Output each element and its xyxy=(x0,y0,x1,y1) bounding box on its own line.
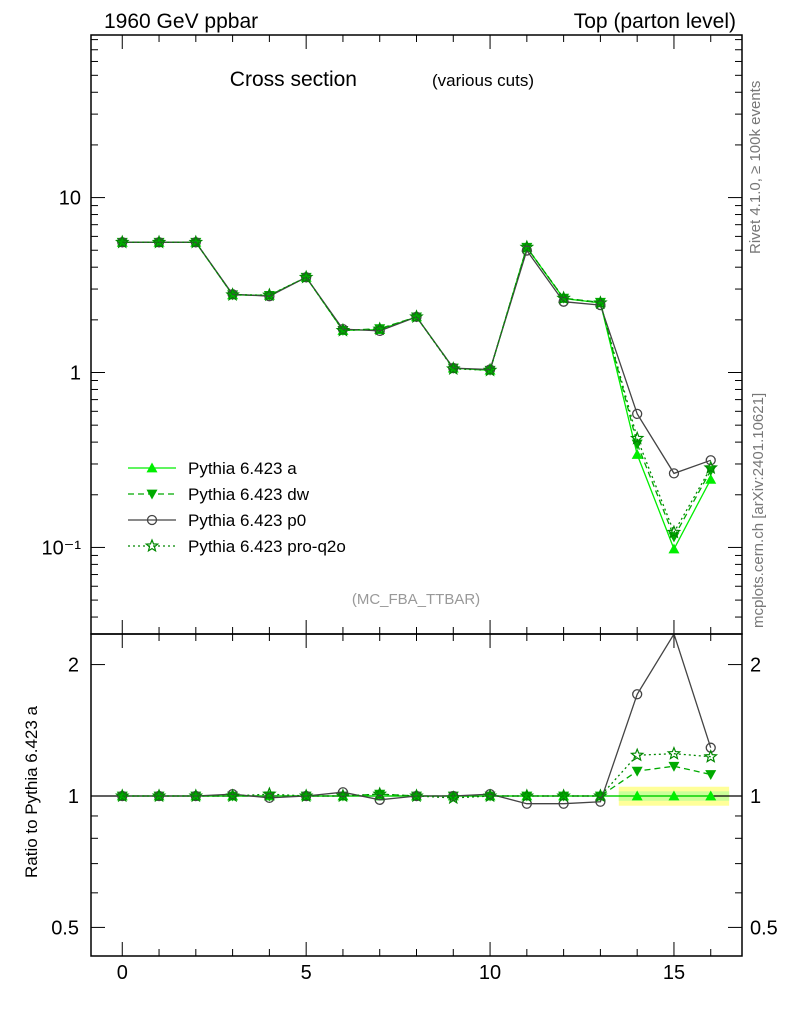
main-line-p0 xyxy=(122,241,711,475)
main-point-proq2o xyxy=(262,287,277,302)
ratio-point-p0 xyxy=(337,787,349,798)
legend-label-dw: Pythia 6.423 dw xyxy=(188,485,310,504)
ratio-ytick-label: 0.5 xyxy=(51,917,79,939)
main-point-proq2o xyxy=(151,234,167,249)
main-point-p0 xyxy=(374,325,385,337)
ratio-xtick-label: 5 xyxy=(301,962,312,984)
main-point-p0 xyxy=(632,408,643,420)
ratio-line-proq2o xyxy=(122,753,711,799)
main-point-p0 xyxy=(705,455,716,466)
ratio-point-a xyxy=(705,790,717,801)
ratio-point-proq2o xyxy=(335,788,351,803)
ratio-ytick-label: 1 xyxy=(68,786,79,808)
ratio-xtick-label: 15 xyxy=(663,962,685,984)
header-right: Top (parton level) xyxy=(574,10,736,33)
ratio-point-proq2o xyxy=(482,788,498,803)
legend-marker-dw xyxy=(146,489,158,500)
ratio-point-proq2o xyxy=(298,788,314,803)
ratio-xtick-label: 0 xyxy=(117,962,128,984)
main-panel: 10⁻¹ 1 10 Cross section (various cuts) (MC… xyxy=(42,34,743,635)
ratio-ylabel: Ratio to Pythia 6.423 a xyxy=(22,705,41,878)
ratio-point-a xyxy=(668,790,680,801)
main-point-p0 xyxy=(595,299,606,311)
header-left: 1960 GeV ppbar xyxy=(104,10,258,33)
ratio-point-p0 xyxy=(264,792,275,804)
ratio-panel: 0.5 0.5 1 1 2 2 0 5 10 15 Ratio to Pythia 6.423 a xyxy=(22,632,778,984)
ratio-point-p0 xyxy=(595,796,606,807)
main-point-proq2o xyxy=(519,239,535,254)
main-line-proq2o xyxy=(122,241,712,534)
ratio-point-proq2o xyxy=(666,746,682,760)
main-point-proq2o xyxy=(225,287,240,302)
ratio-point-proq2o xyxy=(372,786,387,801)
main-point-proq2o xyxy=(703,460,719,475)
ratio-point-a xyxy=(631,790,643,801)
ratio-point-proq2o xyxy=(225,788,240,803)
main-ytick-label: 1 xyxy=(70,363,81,385)
legend-marker-proq2o xyxy=(144,538,160,553)
main-point-proq2o xyxy=(298,269,314,284)
main-point-a xyxy=(631,448,643,459)
main-subtitle: (various cuts) xyxy=(432,71,534,90)
ratio-point-proq2o xyxy=(151,788,167,803)
ratio-point-p0 xyxy=(374,794,385,805)
main-point-proq2o xyxy=(114,234,130,249)
ratio-ytick-label-right: 2 xyxy=(750,655,761,677)
mcplots-label: mcplots.cern.ch [arXiv:2401.10621] xyxy=(750,393,767,628)
ratio-point-dw xyxy=(668,761,680,772)
rivet-label: Rivet 4.1.0, ≥ 100k events xyxy=(747,81,764,254)
main-point-proq2o xyxy=(593,295,608,310)
main-point-a xyxy=(668,543,680,554)
legend-label-p0: Pythia 6.423 p0 xyxy=(188,511,306,530)
main-ytick-label: 10⁻¹ xyxy=(42,537,82,559)
main-ytick-label: 10 xyxy=(59,188,81,210)
ratio-point-proq2o xyxy=(556,788,571,803)
main-point-proq2o xyxy=(335,322,351,337)
main-point-proq2o xyxy=(666,524,682,539)
ratio-point-proq2o xyxy=(593,788,608,803)
ratio-point-proq2o xyxy=(114,788,130,803)
main-point-p0 xyxy=(264,291,275,302)
legend-label-a: Pythia 6.423 a xyxy=(188,459,297,478)
main-point-proq2o xyxy=(372,321,387,336)
ratio-point-proq2o xyxy=(703,749,719,763)
ratio-ytick-label-right: 1 xyxy=(750,786,761,808)
main-point-proq2o xyxy=(409,309,424,324)
ratio-line-p0 xyxy=(122,632,712,805)
legend-marker-p0 xyxy=(146,514,158,526)
legend-label-proq2o: Pythia 6.423 pro-q2o xyxy=(188,537,346,556)
ratio-point-proq2o xyxy=(446,790,461,805)
ratio-ytick-label: 2 xyxy=(68,655,79,677)
ratio-point-dw xyxy=(705,770,717,781)
main-point-a xyxy=(705,473,717,484)
ratio-point-p0 xyxy=(632,689,643,700)
main-point-proq2o xyxy=(446,361,461,375)
ratio-frame xyxy=(90,633,743,957)
main-point-proq2o xyxy=(556,290,571,305)
main-point-proq2o xyxy=(482,362,498,377)
ratio-point-proq2o xyxy=(519,788,535,803)
ratio-point-proq2o xyxy=(629,747,645,762)
main-point-p0 xyxy=(668,468,680,479)
ratio-point-proq2o xyxy=(409,788,424,803)
legend: Pythia 6.423 a Pythia 6.423 dw Pythia 6.42… xyxy=(128,459,346,556)
watermark: (MC_FBA_TTBAR) xyxy=(352,591,480,608)
main-title: Cross section xyxy=(230,68,357,91)
ratio-ytick-label-right: 0.5 xyxy=(750,917,778,939)
main-point-p0 xyxy=(521,245,532,256)
ratio-point-proq2o xyxy=(188,788,204,803)
ratio-point-proq2o xyxy=(262,786,277,801)
legend-marker-a xyxy=(146,462,158,473)
main-point-proq2o xyxy=(188,234,204,249)
ratio-xtick-label: 10 xyxy=(479,962,501,984)
main-point-proq2o xyxy=(629,430,645,445)
ratio-point-dw xyxy=(631,766,643,777)
